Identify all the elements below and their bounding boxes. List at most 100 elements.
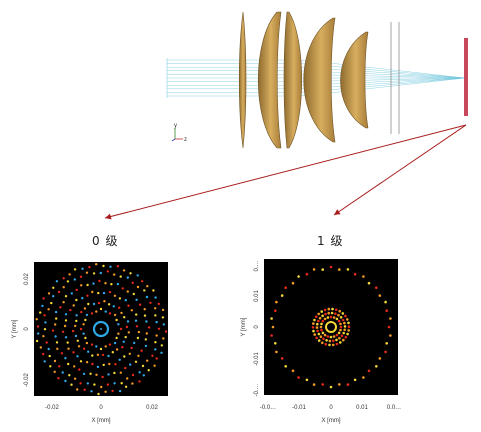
spot-point <box>118 306 121 309</box>
spot-point <box>92 302 96 306</box>
spot-point <box>50 301 53 305</box>
spot-point <box>326 316 330 319</box>
spot-point <box>57 290 61 294</box>
spot-point <box>80 310 83 314</box>
spot-points <box>270 265 392 389</box>
spot-point <box>362 376 365 379</box>
central-ring <box>92 320 110 338</box>
spot-point <box>131 281 134 284</box>
spot-point <box>339 325 343 329</box>
spot-point <box>73 268 77 271</box>
spot-point <box>312 383 316 386</box>
x-axis-label: X [mm] <box>92 418 111 424</box>
lens-4 <box>303 17 336 143</box>
spot-point <box>104 345 107 348</box>
spot-point <box>140 349 143 352</box>
spot-point <box>82 372 86 376</box>
spot-point <box>63 324 67 328</box>
spot-point <box>353 378 357 382</box>
lens-3 <box>283 11 302 149</box>
spot-point <box>119 371 123 374</box>
spot-point <box>280 294 284 297</box>
order1-label: 1 级 <box>317 234 344 248</box>
spot-point <box>102 264 105 268</box>
spot-point <box>343 325 347 328</box>
spot-point <box>341 318 345 322</box>
spot-point <box>90 312 94 315</box>
spot-point <box>45 341 48 344</box>
spot-point <box>62 286 65 289</box>
spot-point <box>155 334 158 337</box>
spot-point <box>85 313 89 317</box>
spot-point <box>284 365 288 368</box>
spot-point <box>127 331 130 334</box>
spot-point <box>317 312 321 316</box>
spot-point <box>154 296 157 299</box>
spot-point <box>343 328 347 332</box>
spot-point <box>99 307 103 311</box>
spot-point <box>86 382 90 385</box>
spot-point <box>79 382 82 385</box>
spot-point <box>75 314 78 317</box>
spot-point <box>101 353 105 357</box>
spot-point <box>116 265 120 268</box>
spot-point <box>149 301 152 304</box>
x-tick: 0 <box>329 405 333 411</box>
spot-point <box>137 330 141 334</box>
y-tick: 0.… <box>254 260 260 271</box>
spot-point <box>378 294 382 297</box>
arrow-to-order0 <box>104 124 467 220</box>
spot-point <box>323 333 327 337</box>
spot-point <box>322 337 325 341</box>
spot-point <box>270 317 273 320</box>
spot-point <box>127 304 130 307</box>
spot-point <box>132 292 135 296</box>
spot-point <box>144 344 148 348</box>
spot-point <box>136 336 140 340</box>
spot-point <box>100 385 103 389</box>
spot-point <box>145 295 149 299</box>
spot-point <box>129 363 132 366</box>
spot-point <box>113 382 116 385</box>
spot-point <box>332 316 336 319</box>
spot-point <box>118 358 121 361</box>
plot-area <box>264 259 398 395</box>
spot-point <box>111 351 115 354</box>
spot-point <box>106 270 110 273</box>
spot-point <box>346 268 350 271</box>
spot-point <box>338 268 341 271</box>
spot-point <box>146 285 149 288</box>
spot-point <box>86 283 89 287</box>
spot-point <box>126 320 130 323</box>
spot-point <box>96 353 100 356</box>
spot-point <box>337 331 341 335</box>
spot-point <box>325 339 328 342</box>
spot-point <box>113 294 117 297</box>
spot-point <box>75 288 78 292</box>
spot-point <box>47 308 50 311</box>
y-axis-label: Y [mm] <box>12 319 18 338</box>
spot-point <box>115 318 118 322</box>
spot-point <box>339 322 342 326</box>
spot-point <box>320 310 324 313</box>
spot-point <box>344 336 348 339</box>
spot-point <box>138 303 142 306</box>
spot-point <box>95 345 98 348</box>
spot-point <box>67 362 70 366</box>
spot-point <box>108 343 112 346</box>
spot-point <box>138 371 141 374</box>
spot-point <box>90 343 94 346</box>
spot-point <box>119 275 122 278</box>
spot-point <box>321 319 325 323</box>
spot-point <box>113 371 116 375</box>
spot-point <box>338 309 342 313</box>
spot-point <box>54 323 57 326</box>
spot-point <box>107 354 110 358</box>
spot-point <box>146 359 149 362</box>
spot-point <box>157 302 160 306</box>
axis-z-label: z <box>184 137 187 143</box>
spot-point <box>329 315 333 319</box>
spot-point <box>137 354 140 357</box>
x-axis-label: X [mm] <box>322 418 341 424</box>
